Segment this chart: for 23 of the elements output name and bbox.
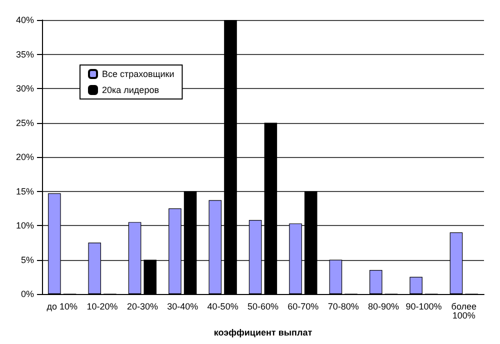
y-tick-label: 40% [16,15,34,25]
y-tick-label: 20% [16,152,34,162]
x-tick-label: 10-20% [86,302,118,312]
legend-label: 20ка лидеров [102,85,160,95]
y-tick-label: 25% [16,118,34,128]
y-tick-label: 35% [16,49,34,60]
x-tick-label: 30-40% [167,302,198,312]
x-axis-title: коэффициент выплат [214,328,313,338]
x-tick-label: 90-100% [406,302,442,312]
x-tick-label: до 10% [46,302,78,312]
y-tick-label: 15% [16,186,34,196]
y-tick-label: 5% [20,254,34,265]
x-tick-label: 20-30% [126,302,158,312]
y-tick-label: 30% [16,84,34,94]
legend-label: Все страховщики [102,69,174,79]
x-tick-label: 60-70% [288,302,319,312]
x-tick-label: 40-50% [207,302,238,312]
y-tick-label: 10% [16,220,34,230]
x-tick-label: 80-90% [368,302,400,312]
x-tick-label: 70-80% [328,302,359,312]
x-tick-label: 50-60% [247,302,279,312]
y-tick-label: 0% [20,289,34,299]
x-tick-label: более 100% [451,302,477,320]
